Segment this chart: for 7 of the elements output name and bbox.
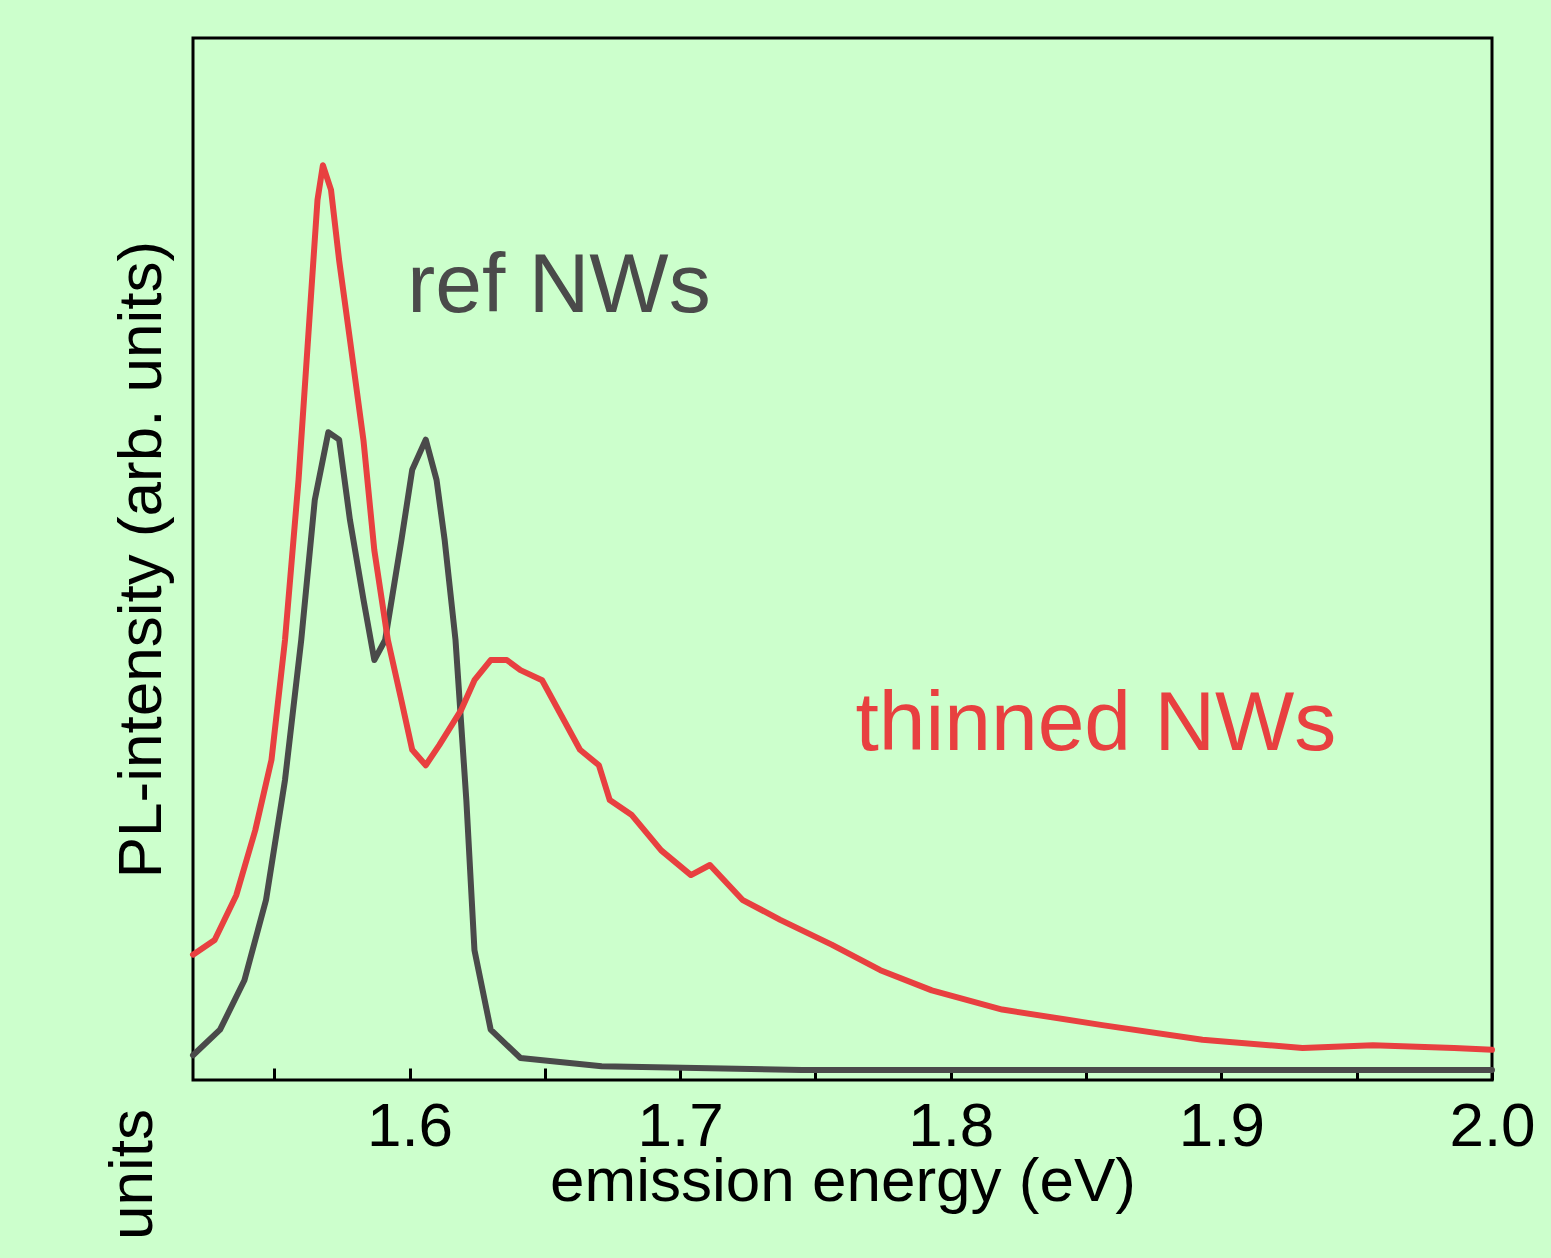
series-label: ref NWs [407,236,711,331]
y-axis-title: PL-intensity (arb. units) [104,240,174,879]
text: thinned NWs [855,674,1337,769]
x-tick-label: 1.9 [1178,1089,1265,1159]
x-tick-label: 2.0 [1449,1089,1536,1159]
text: units [95,1109,166,1240]
x-tick-label: 1.6 [366,1089,454,1159]
